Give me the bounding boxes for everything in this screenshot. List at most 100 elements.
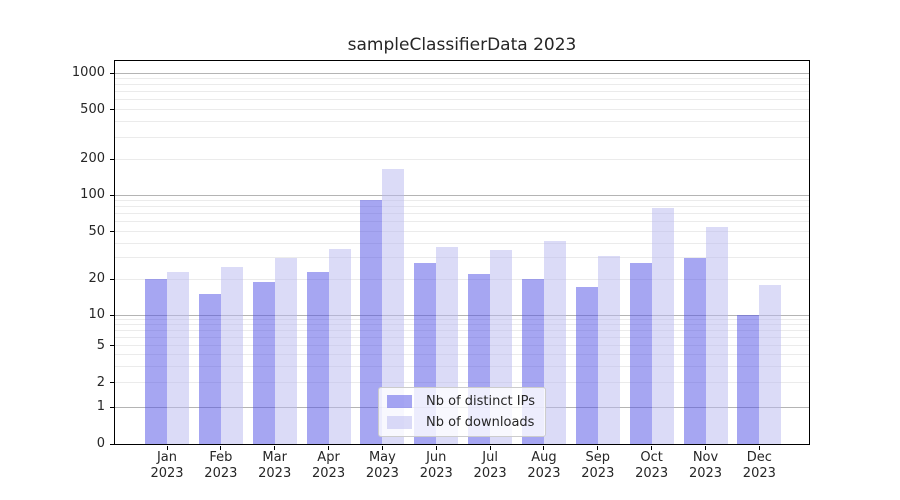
x-tick-label-oct: Oct 2023 — [624, 450, 680, 482]
gridline-400 — [115, 121, 809, 123]
x-tick-jan — [166, 446, 168, 450]
x-tick-sep — [597, 446, 599, 450]
bar-downloads-sep — [597, 256, 620, 444]
x-tick-label-year: 2023 — [635, 466, 669, 481]
y-tick-label-1000: 1000 — [71, 65, 105, 80]
bar-distinct-ips-mar — [252, 281, 275, 444]
x-tick-label-year: 2023 — [312, 466, 346, 481]
x-tick-label-month: Feb — [209, 450, 233, 465]
bar-distinct-ips-apr — [306, 271, 329, 444]
gridline-7 — [115, 330, 809, 332]
x-tick-label-month: Nov — [692, 450, 719, 465]
legend-label-distinct-ips: Nb of distinct IPs — [426, 394, 535, 409]
legend-label-downloads: Nb of downloads — [426, 415, 535, 430]
x-tick-label-sep: Sep 2023 — [570, 450, 626, 482]
x-tick-label-aug: Aug 2023 — [516, 450, 572, 482]
gridline-900 — [115, 78, 809, 80]
gridline-40 — [115, 242, 809, 244]
x-tick-label-year: 2023 — [742, 466, 776, 481]
y-tick-label-50: 50 — [88, 223, 105, 239]
legend-item-downloads: Nb of downloads — [387, 415, 535, 430]
gridline-700 — [115, 91, 809, 93]
bar-downloads-oct — [651, 208, 674, 444]
x-tick-label-month: Aug — [531, 450, 557, 465]
gridline-2 — [115, 382, 809, 383]
x-tick-label-year: 2023 — [258, 466, 292, 481]
x-tick-oct — [651, 446, 653, 450]
x-tick-mar — [274, 446, 276, 450]
y-tick-label-200: 200 — [80, 151, 105, 166]
bar-distinct-ips-jan — [145, 279, 167, 444]
x-tick-may — [381, 446, 383, 450]
x-tick-label-month: Mar — [262, 450, 287, 465]
x-tick-label-nov: Nov 2023 — [678, 450, 734, 482]
x-tick-nov — [705, 446, 706, 450]
x-tick-label-month: Jul — [482, 450, 498, 465]
gridline-10 — [115, 314, 809, 316]
x-tick-apr — [328, 446, 330, 450]
plot-area: 0 1 2 5 10 20 50 100 200 500 1000 Jan 2023 Feb 2023 Ma… — [72, 60, 810, 481]
gridline-100 — [115, 194, 809, 196]
x-tick-label-may: May 2023 — [354, 450, 410, 482]
bars-layer — [115, 61, 809, 444]
y-tick-label-0: 0 — [96, 436, 105, 451]
bar-distinct-ips-nov — [683, 258, 706, 444]
gridline-9 — [115, 319, 809, 321]
gridlines-layer — [115, 61, 809, 444]
x-tick-label-year: 2023 — [365, 466, 399, 481]
bar-downloads-may — [382, 169, 405, 444]
x-tick-label-jun: Jun 2023 — [408, 450, 464, 482]
bar-downloads-aug — [543, 240, 566, 444]
gridline-300 — [115, 136, 809, 138]
x-axis: Jan 2023 Feb 2023 Mar 2023 Apr 2023 May 2023 Jun 20… — [115, 61, 809, 481]
x-tick-label-month: Jan — [156, 450, 178, 465]
y-tick-label-100: 100 — [80, 187, 105, 202]
bar-distinct-ips-sep — [575, 287, 598, 444]
y-tick-1 — [110, 406, 114, 408]
y-tick-100 — [110, 194, 114, 196]
y-tick-label-20: 20 — [88, 271, 105, 286]
x-tick-label-year: 2023 — [150, 466, 184, 481]
gridline-80 — [115, 206, 809, 208]
x-tick-label-month: Dec — [746, 450, 772, 465]
x-tick-label-apr: Apr 2023 — [301, 450, 357, 482]
gridline-50 — [115, 231, 809, 232]
y-tick-10 — [110, 314, 114, 316]
x-tick-label-year: 2023 — [527, 466, 561, 481]
gridline-6 — [115, 336, 809, 338]
legend: Nb of distinct IPs Nb of downloads — [378, 387, 546, 437]
y-tick-200 — [110, 158, 114, 160]
gridline-20 — [115, 278, 809, 280]
gridline-5 — [115, 345, 809, 346]
y-axis: 0 1 2 5 10 20 50 100 200 500 1000 — [72, 61, 809, 451]
bar-distinct-ips-may — [360, 200, 383, 444]
x-tick-label-jul: Jul 2023 — [462, 450, 518, 482]
x-tick-label-mar: Mar 2023 — [247, 450, 303, 482]
x-tick-label-year: 2023 — [473, 466, 507, 481]
legend-swatch-distinct-ips — [387, 395, 413, 408]
y-tick-2 — [110, 382, 114, 383]
x-tick-label-dec: Dec 2023 — [731, 450, 787, 482]
x-tick-dec — [758, 446, 760, 450]
y-tick-1000 — [110, 72, 114, 74]
bar-downloads-jan — [167, 271, 189, 444]
gridline-30 — [115, 257, 809, 259]
bar-downloads-nov — [705, 227, 728, 444]
x-tick-label-year: 2023 — [204, 466, 238, 481]
gridline-600 — [115, 99, 809, 101]
x-tick-label-month: Oct — [640, 450, 663, 465]
gridline-4 — [115, 354, 809, 356]
y-tick-0 — [110, 443, 114, 445]
y-tick-label-5: 5 — [96, 337, 105, 353]
gridline-60 — [115, 221, 809, 223]
gridline-1000 — [115, 72, 809, 74]
gridline-3 — [115, 365, 809, 367]
bar-distinct-ips-oct — [629, 263, 652, 444]
y-tick-5 — [110, 345, 114, 346]
legend-swatch-downloads — [387, 416, 413, 429]
y-tick-label-1: 1 — [96, 399, 105, 414]
y-tick-label-10: 10 — [88, 307, 105, 322]
legend-item-distinct-ips: Nb of distinct IPs — [387, 394, 535, 409]
bar-downloads-dec — [759, 284, 782, 444]
